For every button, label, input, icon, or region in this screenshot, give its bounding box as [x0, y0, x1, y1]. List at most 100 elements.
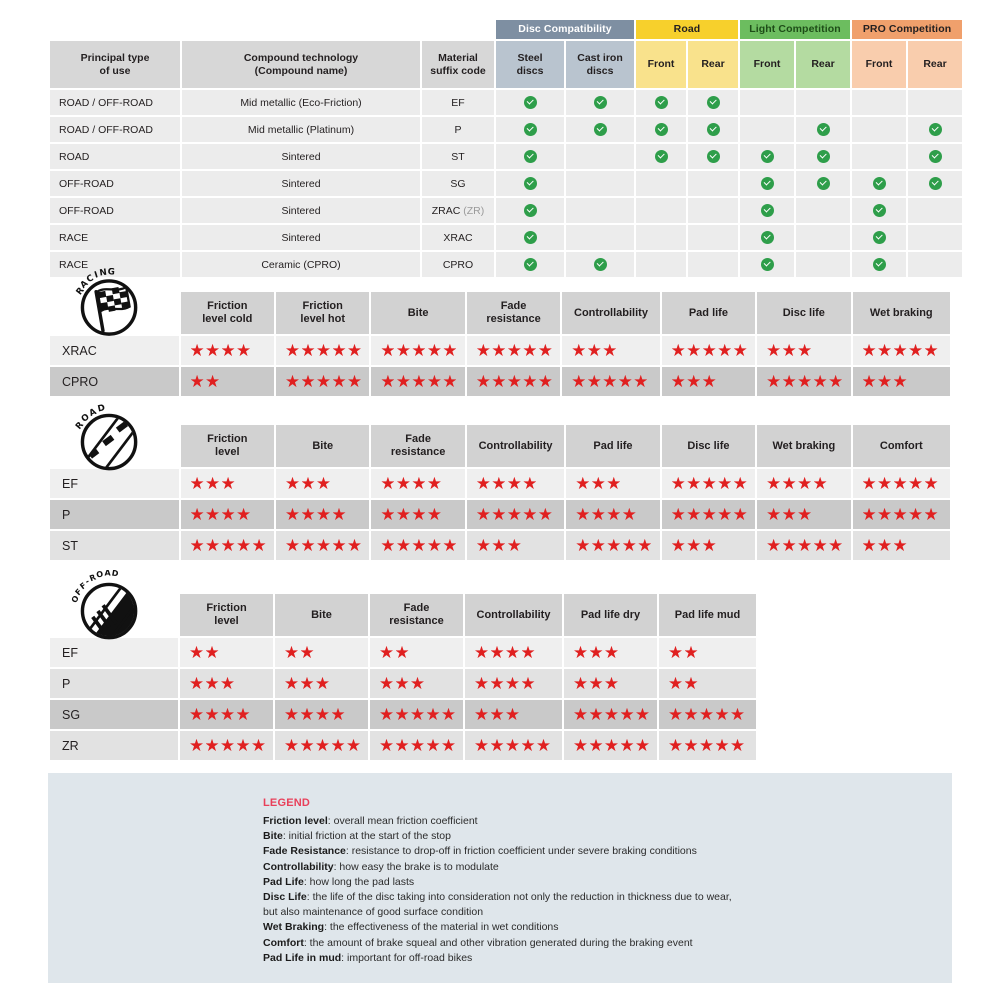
- rate-header-controllability: Controllability: [466, 425, 565, 467]
- star-icon: [206, 538, 220, 552]
- star-icon: [862, 374, 876, 388]
- svg-text:R: R: [88, 573, 97, 584]
- legend-entry: Controllability: how easy the brake is t…: [263, 860, 499, 873]
- rate-header-bite: Bite: [276, 425, 370, 467]
- star-icon: [605, 676, 618, 690]
- check-empty: [908, 90, 963, 115]
- star-icon: [206, 476, 220, 490]
- star-icon: [396, 343, 410, 357]
- star-icon: [731, 707, 744, 721]
- star-icon: [576, 507, 590, 521]
- star-icon: [317, 507, 330, 521]
- rate-cell-spacer: [758, 669, 958, 698]
- svg-text:D: D: [111, 570, 119, 579]
- legend-list: Friction level: overall mean friction co…: [263, 814, 932, 966]
- star-icon: [591, 538, 605, 552]
- star-icon: [589, 645, 603, 659]
- check-yes: [636, 144, 686, 169]
- star-icon: [301, 507, 315, 521]
- rate-header-pad-life: Pad life: [566, 425, 660, 467]
- star-icon: [332, 538, 346, 552]
- check-empty: [566, 144, 634, 169]
- check-empty: [740, 117, 794, 142]
- star-icon: [538, 507, 552, 521]
- star-icon: [426, 738, 440, 752]
- check-icon: [523, 123, 537, 136]
- legend-entry: Bite: initial friction at the start of t…: [263, 830, 451, 843]
- star-icon: [237, 538, 251, 552]
- check-empty: [688, 252, 738, 277]
- star-icon: [236, 707, 250, 721]
- star-icon: [221, 707, 234, 721]
- star-icon: [205, 707, 219, 721]
- star-icon: [572, 374, 586, 388]
- star-rating-5: [562, 367, 660, 396]
- star-rating-5: [466, 500, 565, 529]
- rate-row: ZR: [50, 731, 958, 760]
- star-icon: [427, 374, 441, 388]
- star-icon: [733, 476, 747, 490]
- star-icon: [443, 343, 457, 357]
- star-icon: [443, 538, 457, 552]
- check-icon: [760, 204, 774, 217]
- check-yes: [496, 198, 564, 223]
- star-icon: [634, 374, 648, 388]
- check-yes: [740, 225, 794, 250]
- star-icon: [523, 343, 537, 357]
- check-yes: [852, 171, 907, 196]
- star-icon: [506, 738, 519, 752]
- star-rating-5: [276, 336, 370, 365]
- star-rating-4: [465, 669, 562, 698]
- star-icon: [702, 374, 716, 388]
- star-icon: [829, 538, 843, 552]
- star-icon: [476, 538, 490, 552]
- rate-header-fade-resistance: Fade resistance: [370, 594, 463, 636]
- rate-header-friction-level: Friction level: [180, 594, 273, 636]
- star-icon: [862, 538, 876, 552]
- star-icon: [924, 343, 938, 357]
- star-icon: [862, 343, 876, 357]
- star-rating-3: [661, 531, 756, 560]
- check-icon: [706, 96, 720, 109]
- star-rating-5: [466, 367, 561, 396]
- star-icon: [538, 374, 552, 388]
- star-rating-2: [275, 638, 368, 667]
- star-rating-5: [661, 469, 756, 498]
- rate-row: EF: [50, 638, 958, 667]
- star-rating-5: [852, 500, 950, 529]
- check-empty: [908, 225, 963, 250]
- star-rating-5: [564, 731, 657, 760]
- star-icon: [671, 374, 685, 388]
- check-yes: [908, 144, 963, 169]
- compat-header-principal-type-of-use: Principal type of use: [50, 41, 180, 88]
- star-icon: [476, 507, 490, 521]
- compat-row: ROAD / OFF-ROAD Mid metallic (Platinum) P: [50, 117, 963, 142]
- rate-header-controllability: Controllability: [465, 594, 562, 636]
- svg-text:C: C: [85, 273, 95, 285]
- rate-row-label: SG: [50, 700, 178, 729]
- star-rating-3: [276, 469, 370, 498]
- star-icon: [221, 343, 235, 357]
- rate-header-wet-braking: Wet braking: [852, 292, 950, 334]
- star-icon: [638, 538, 652, 552]
- star-icon: [523, 476, 537, 490]
- offroad-table: Friction level Bite Fade resistance Controlla…: [48, 592, 960, 762]
- star-icon: [574, 738, 587, 752]
- rate-header-pad-life: Pad life: [661, 292, 756, 334]
- star-icon: [605, 738, 618, 752]
- star-icon: [782, 538, 796, 552]
- star-icon: [317, 343, 330, 357]
- star-icon: [286, 374, 299, 388]
- band-road: Road: [636, 20, 738, 39]
- star-icon: [300, 738, 314, 752]
- check-yes: [908, 171, 963, 196]
- star-rating-5: [370, 700, 463, 729]
- star-icon: [636, 738, 649, 752]
- star-icon: [893, 507, 907, 521]
- check-yes: [496, 144, 564, 169]
- check-yes: [496, 225, 564, 250]
- svg-text:A: A: [104, 570, 111, 577]
- road-table: Friction level Bite Fade resistance Controlla…: [48, 423, 952, 562]
- star-icon: [475, 676, 488, 690]
- star-icon: [671, 343, 685, 357]
